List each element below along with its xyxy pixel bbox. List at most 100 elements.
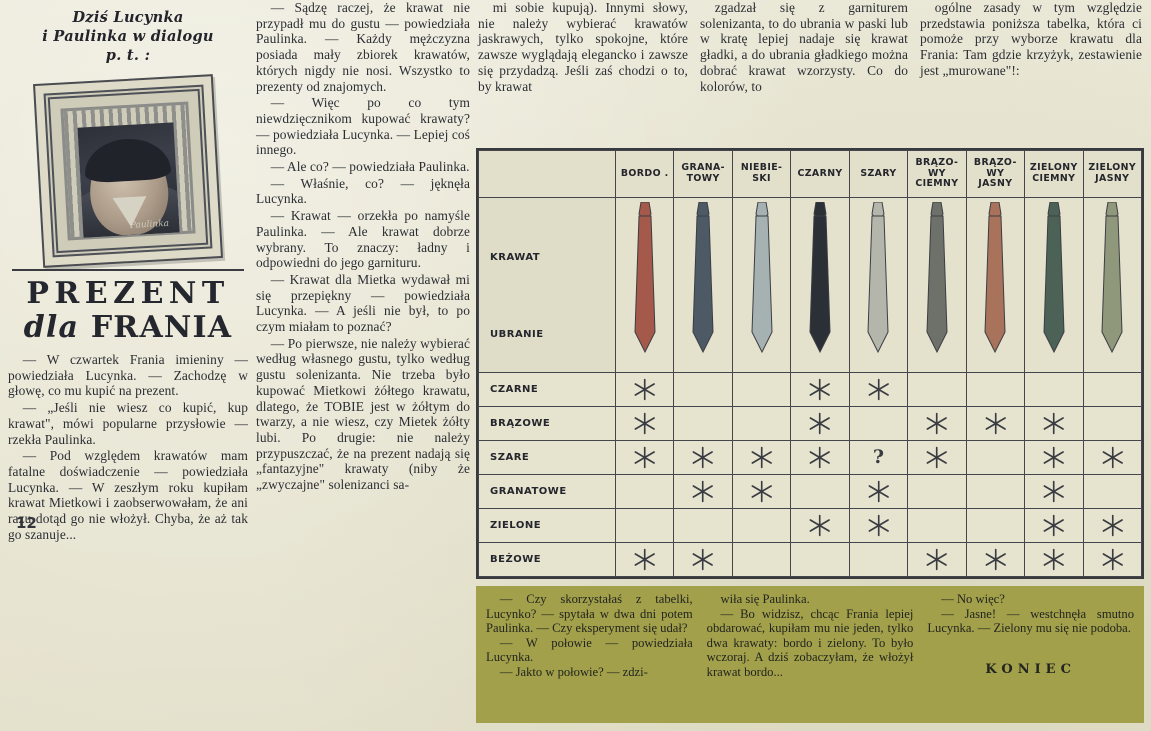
matrix-cell-empty[interactable] [731, 406, 792, 441]
matrix-cell-match[interactable] [614, 372, 675, 407]
kicker-line-3: p. t. : [105, 47, 151, 64]
tie-icon [980, 202, 1010, 366]
matrix-cell-empty[interactable] [790, 474, 850, 509]
asterisk-icon [1043, 480, 1064, 503]
matrix-cell-match[interactable] [848, 372, 909, 407]
paragraph: — Więc po co tym niewdzięcznikom kupować… [256, 95, 470, 158]
matrix-cell-match[interactable] [790, 508, 850, 543]
page-title: PREZENT dla FRANIA [8, 277, 248, 345]
paragraph: wiła się Paulinka. [720, 592, 810, 606]
matrix-cell-match[interactable] [848, 474, 909, 509]
matrix-cell-empty[interactable] [614, 474, 675, 509]
matrix-cell-empty[interactable] [907, 474, 967, 509]
epilogue-column-1: — Czy skorzystałaś z tabelki, Lucynko? —… [486, 592, 693, 723]
matrix-cell-match[interactable] [1024, 406, 1084, 441]
headline-dla: dla [23, 310, 80, 345]
matrix-cell-empty[interactable] [1024, 372, 1084, 407]
asterisk-icon [926, 412, 948, 435]
asterisk-icon [634, 378, 655, 401]
paragraph: — Krawat — orzekła po namyśle Paulinka. … [256, 208, 470, 271]
matrix-cell-empty[interactable] [614, 508, 675, 543]
matrix-cell-match[interactable] [790, 406, 850, 441]
tie-color-header-line: CZARNY [797, 167, 843, 179]
matrix-cell-empty[interactable] [965, 372, 1026, 407]
matrix-cell-match[interactable] [614, 406, 675, 441]
matrix-cell-empty[interactable] [731, 542, 792, 577]
paragraph: — Właśnie, co? — jęknęła Lucynka. [256, 175, 470, 207]
table-header-row: BORDO . GRANA- TOWY NIEBIE- SKI CZARNY SZARY BR… [478, 150, 1142, 198]
asterisk-icon [926, 446, 948, 469]
matrix-cell-match[interactable] [673, 542, 733, 577]
matrix-cell-match[interactable] [965, 406, 1026, 441]
matrix-cell-empty[interactable] [731, 508, 792, 543]
matrix-cell-match[interactable] [673, 474, 733, 509]
asterisk-icon [634, 446, 655, 469]
paragraph: — Krawat dla Mietka wydawał mi się przep… [256, 271, 470, 335]
asterisk-icon [634, 412, 655, 435]
question-mark-icon: ? [872, 446, 885, 468]
matrix-cell-match[interactable] [848, 508, 909, 543]
tie-color-header: CZARNY [790, 150, 850, 198]
kicker-line-1: Dziś Lucynka [72, 9, 184, 26]
matrix-cell-empty[interactable] [673, 372, 733, 407]
headline-rule [12, 269, 244, 271]
matrix-cell-match[interactable] [614, 440, 675, 475]
tie-icon [1039, 202, 1069, 366]
matrix-cell-match[interactable] [907, 440, 967, 475]
tie-illustration-cell [731, 197, 792, 373]
headline-line-2: dla FRANIA [8, 311, 248, 345]
matrix-cell-empty[interactable] [673, 406, 733, 441]
kicker-line-2: i Paulinka w dialogu [42, 28, 214, 45]
headline-line-1: PREZENT [26, 276, 230, 311]
matrix-cell-match[interactable] [614, 542, 675, 577]
column-5: ogólne zasady w tym względzie przedstawi… [920, 0, 1142, 79]
matrix-cell-question[interactable]: ? [848, 440, 909, 475]
matrix-cell-empty[interactable] [848, 542, 909, 577]
matrix-cell-empty[interactable] [1082, 474, 1142, 509]
table-row: BEŻOWE [478, 542, 1142, 577]
matrix-cell-empty[interactable] [848, 406, 909, 441]
matrix-cell-match[interactable] [1024, 440, 1084, 475]
matrix-cell-empty[interactable] [965, 474, 1026, 509]
epilogue-panel: — Czy skorzystałaś z tabelki, Lucynko? —… [476, 586, 1144, 723]
suit-color-row-label: SZARE [478, 440, 616, 475]
table-row: SZARE? [478, 440, 1142, 475]
asterisk-icon [1043, 514, 1064, 537]
matrix-cell-match[interactable] [965, 542, 1026, 577]
tie-color-header-line: ZIELONY [1088, 162, 1137, 174]
tie-color-header-line: WY [986, 167, 1005, 179]
matrix-cell-empty[interactable] [907, 508, 967, 543]
matrix-cell-empty[interactable] [1082, 372, 1142, 407]
suit-color-row-label: ZIELONE [478, 508, 616, 543]
matrix-cell-empty[interactable] [790, 542, 850, 577]
matrix-cell-match[interactable] [1024, 542, 1084, 577]
matrix-cell-empty[interactable] [673, 508, 733, 543]
matrix-cell-match[interactable] [907, 542, 967, 577]
matrix-cell-empty[interactable] [907, 372, 967, 407]
matrix-cell-match[interactable] [731, 440, 792, 475]
matrix-cell-match[interactable] [1082, 440, 1142, 475]
matrix-cell-match[interactable] [907, 406, 967, 441]
matrix-cell-match[interactable] [1024, 508, 1084, 543]
matrix-cell-match[interactable] [1024, 474, 1084, 509]
epilogue-column-2: wiła się Paulinka. — Bo widzisz, chcąc F… [707, 592, 914, 723]
matrix-cell-match[interactable] [1082, 508, 1142, 543]
matrix-cell-match[interactable] [1082, 542, 1142, 577]
matrix-cell-match[interactable] [790, 440, 850, 475]
paragraph: — W połowie — powiedziała Lucynka. [486, 635, 693, 665]
matrix-cell-match[interactable] [790, 372, 850, 407]
paragraph: — Pod względem krawatów mam fatalne dośw… [8, 448, 248, 542]
tie-color-header: NIEBIE- SKI [731, 150, 792, 198]
matrix-cell-match[interactable] [731, 474, 792, 509]
matrix-cell-empty[interactable] [731, 372, 792, 407]
asterisk-icon [868, 378, 889, 401]
matrix-cell-empty[interactable] [965, 508, 1026, 543]
epilogue-column-3: — No więc? — Jasne! — westchnęła smutno … [927, 592, 1134, 723]
paragraph: — Jakto w połowie? — zdzi- [499, 664, 648, 679]
asterisk-icon [985, 412, 1006, 435]
suit-color-row-label: BEŻOWE [478, 542, 616, 577]
tie-color-header: BRĄZO- WY CIEMNY [907, 150, 967, 198]
matrix-cell-empty[interactable] [1082, 406, 1142, 441]
matrix-cell-match[interactable] [673, 440, 733, 475]
matrix-cell-empty[interactable] [965, 440, 1026, 475]
